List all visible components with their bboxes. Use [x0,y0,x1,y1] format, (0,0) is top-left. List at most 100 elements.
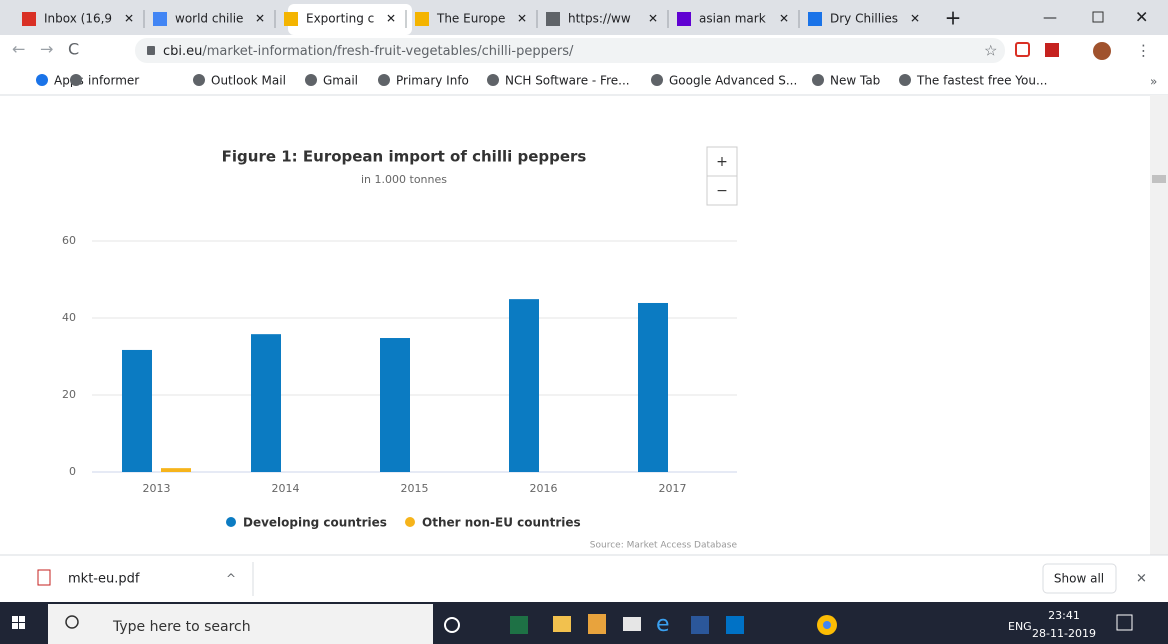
bookmark-icon[interactable] [487,74,499,86]
forward-button[interactable]: → [40,40,53,59]
legend-label[interactable]: Developing countries [243,516,387,530]
explorer-app[interactable] [553,616,571,632]
tab-title[interactable]: https://ww [568,12,631,26]
outlook-app[interactable] [726,616,744,634]
tab-close[interactable]: ✕ [910,12,920,26]
url-domain: cbi.eu [163,44,202,59]
chart-source: Source: Market Access Database [590,541,738,551]
edge-app[interactable]: e [656,612,670,637]
bar [161,468,191,472]
bookmark-icon[interactable] [812,74,824,86]
new-tab-button[interactable]: + [945,6,962,30]
download-file[interactable]: mkt-eu.pdf [68,572,140,587]
tab-icon[interactable] [284,12,298,26]
url-path: /market-information/fresh-fruit-vegetabl… [202,44,574,59]
tab-icon[interactable] [546,12,560,26]
clock-date[interactable]: 28-11-2019 [1032,627,1096,640]
extension-icon[interactable] [1015,42,1030,57]
bookmark-icon[interactable] [378,74,390,86]
search-box[interactable] [48,604,433,644]
bookmark-icon[interactable] [651,74,663,86]
start-button[interactable] [12,623,18,629]
pdf-extension-icon[interactable] [1045,43,1059,57]
x-tick-label: 2017 [659,482,687,495]
search-placeholder[interactable]: Type here to search [112,619,251,635]
profile-avatar[interactable] [1093,42,1111,60]
legend-marker[interactable] [405,517,415,527]
search-icon [65,615,79,629]
clock-time[interactable]: 23:41 [1048,609,1080,622]
tab-close[interactable]: ✕ [517,12,527,26]
tab-title[interactable]: Dry Chillies [830,12,898,26]
excel-app[interactable] [510,616,528,634]
bookmark[interactable]: Primary Info [396,74,469,88]
tab-title[interactable]: world chilie [175,12,243,26]
start-button[interactable] [19,623,25,629]
scroll-thumb[interactable] [1152,175,1166,183]
bookmark-icon[interactable] [193,74,205,86]
start-button[interactable] [19,616,25,622]
tab-close[interactable]: ✕ [386,12,396,26]
tab-title[interactable]: Exporting c [306,12,374,26]
legend-marker[interactable] [226,517,236,527]
cortana[interactable] [444,617,460,633]
notifications[interactable] [1116,614,1133,631]
maximize[interactable] [1092,11,1104,23]
bookmark[interactable]: The fastest free You... [916,74,1047,88]
bookmark-star[interactable]: ☆ [984,42,997,60]
tab-icon[interactable] [415,12,429,26]
bar [122,349,152,472]
back-button[interactable]: ← [12,40,25,59]
language[interactable]: ENG [1008,620,1032,633]
close-download-bar[interactable]: ✕ [1136,572,1147,587]
bookmark[interactable]: Google Advanced S... [669,74,797,88]
close[interactable]: ✕ [1135,8,1148,27]
y-tick-label: 0 [69,465,76,478]
reload-button[interactable]: C [68,40,79,59]
tab-title[interactable]: asian mark [699,12,766,26]
bookmark[interactable]: NCH Software - Fre... [505,74,630,88]
start-button[interactable] [12,616,18,622]
bookmark-icon[interactable] [36,74,48,86]
bookmark-icon[interactable] [70,74,82,86]
chart: 0 20 40 60 2013 2014 2015 2016 2017 Developing co… [62,234,737,530]
tab-close[interactable]: ✕ [124,12,134,26]
tab-icon[interactable] [153,12,167,26]
tab-title[interactable]: Inbox (16,9 [44,12,112,26]
tab-close[interactable]: ✕ [648,12,658,26]
tab-icon[interactable] [22,12,36,26]
tab-icon[interactable] [677,12,691,26]
tab-close[interactable]: ✕ [779,12,789,26]
show-all[interactable]: Show all [1054,572,1104,586]
bookmark-icon[interactable] [305,74,317,86]
legend-label[interactable]: Other non-EU countries [422,516,581,530]
tab-title[interactable]: The Europe [436,12,505,26]
omnibox[interactable] [135,38,1005,63]
show-all-button[interactable] [1042,563,1117,594]
url: cbi.eu/market-information/fresh-fruit-ve… [163,44,574,59]
bookmark-icon[interactable] [899,74,911,86]
minimize[interactable]: — [1043,10,1057,26]
y-tick-label: 40 [62,311,76,324]
x-tick-label: 2013 [143,482,171,495]
bookmark[interactable]: informer [88,74,139,88]
x-tick-label: 2014 [272,482,300,495]
menu-button[interactable]: ⋮ [1136,42,1151,60]
tab-close[interactable]: ✕ [255,12,265,26]
bookmarks-overflow[interactable]: » [1150,75,1157,89]
bookmark[interactable]: New Tab [830,74,880,88]
word-app[interactable] [691,616,709,634]
bookmark[interactable]: Outlook Mail [211,74,286,88]
chart-title: Figure 1: European import of chilli pepp… [222,148,587,166]
mail-app[interactable] [623,617,641,631]
active-tab-bg [288,4,412,35]
bookmark[interactable]: Gmail [323,74,358,88]
zoom-in[interactable]: + [716,154,728,170]
tab-icon[interactable] [808,12,822,26]
zoom-out[interactable]: − [716,183,728,199]
scrollbar[interactable] [1150,95,1168,555]
store-app[interactable] [588,614,606,634]
y-tick-label: 20 [62,388,76,401]
download-menu[interactable]: ^ [226,572,236,586]
